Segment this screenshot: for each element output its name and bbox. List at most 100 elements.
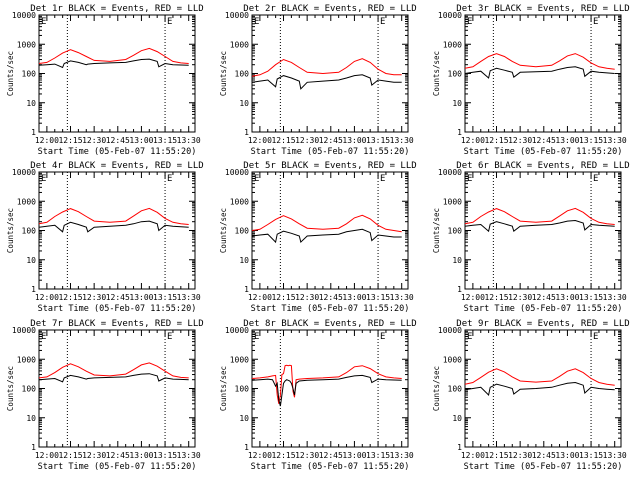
- events-series-line: [251, 374, 402, 407]
- y-tick-label: 10000: [438, 326, 462, 335]
- panel-title: Det 4r BLACK = Events, RED = LLD: [30, 161, 203, 171]
- event-marker-left: E: [467, 17, 472, 27]
- x-tick-label: 12:15: [484, 136, 508, 145]
- events-series-line: [38, 58, 189, 69]
- x-tick-label: 12:15: [271, 136, 295, 145]
- y-tick-label: 10: [452, 414, 462, 423]
- x-tick-label: 13:00: [555, 451, 579, 460]
- events-series-line: [251, 228, 402, 244]
- panel-7: Det 7r BLACK = Events, RED = LLD 1 10 100 10…: [6, 319, 204, 472]
- plot-frame: [464, 14, 622, 133]
- event-marker-right: E: [167, 17, 172, 27]
- x-tick-label: 13:15: [153, 293, 177, 302]
- y-tick-label: 1000: [230, 197, 249, 206]
- event-marker-right: E: [380, 174, 385, 184]
- y-tick-label: 10: [452, 256, 462, 265]
- event-marker-left: E: [41, 332, 46, 342]
- events-series-line: [251, 74, 402, 90]
- event-marker-right: E: [167, 332, 172, 342]
- x-tick-label: 13:00: [555, 293, 579, 302]
- event-marker-left: E: [41, 17, 46, 27]
- y-tick-label: 10000: [438, 168, 462, 177]
- x-tick-label: 12:45: [532, 136, 556, 145]
- y-tick-label: 10: [26, 99, 36, 108]
- y-tick-label: 1000: [230, 355, 249, 364]
- y-tick-label: 1000: [230, 40, 249, 49]
- y-tick-label: 1: [457, 443, 462, 452]
- x-tick-label: 13:00: [555, 136, 579, 145]
- y-tick-label: 1: [31, 128, 36, 137]
- panel-2: Det 2r BLACK = Events, RED = LLD 1 10 100 10…: [219, 4, 417, 157]
- x-tick-label: 12:00: [461, 293, 485, 302]
- plot-frame: [38, 171, 196, 290]
- event-marker-right: E: [380, 17, 385, 27]
- y-tick-label: 10000: [225, 168, 249, 177]
- x-tick-label: 12:00: [248, 136, 272, 145]
- x-axis-label: Start Time (05-Feb-07 11:55:20): [38, 304, 197, 314]
- panel-1: Det 1r BLACK = Events, RED = LLD 1 10 100 10…: [6, 4, 204, 157]
- lld-series-line: [464, 368, 615, 386]
- panel-3: Det 3r BLACK = Events, RED = LLD 1 10 100 10…: [432, 4, 630, 157]
- y-tick-label: 1: [31, 285, 36, 294]
- plot-frame: [251, 329, 409, 448]
- plot-frame: [251, 171, 409, 290]
- x-tick-label: 13:15: [366, 136, 390, 145]
- x-tick-label: 13:15: [153, 451, 177, 460]
- x-tick-label: 13:30: [603, 451, 627, 460]
- y-tick-label: 1000: [443, 197, 462, 206]
- panel-title: Det 1r BLACK = Events, RED = LLD: [30, 4, 203, 14]
- x-tick-label: 12:15: [58, 293, 82, 302]
- x-axis-label: Start Time (05-Feb-07 11:55:20): [251, 462, 410, 472]
- panel-title: Det 5r BLACK = Events, RED = LLD: [243, 161, 416, 171]
- plot-frame: [251, 14, 409, 133]
- event-marker-right: E: [380, 332, 385, 342]
- y-tick-label: 1000: [17, 355, 36, 364]
- y-tick-label: 10000: [225, 326, 249, 335]
- x-tick-label: 12:45: [532, 451, 556, 460]
- y-tick-label: 1: [244, 128, 249, 137]
- panel-title: Det 9r BLACK = Events, RED = LLD: [456, 319, 629, 329]
- event-marker-left: E: [254, 17, 259, 27]
- x-tick-label: 13:00: [129, 136, 153, 145]
- x-tick-label: 12:00: [248, 293, 272, 302]
- x-tick-label: 13:00: [342, 136, 366, 145]
- x-tick-label: 13:15: [366, 451, 390, 460]
- y-tick-label: 1000: [443, 40, 462, 49]
- y-tick-label: 10: [239, 414, 249, 423]
- x-axis-label: Start Time (05-Feb-07 11:55:20): [464, 462, 623, 472]
- x-tick-label: 13:30: [390, 451, 414, 460]
- events-series-line: [464, 219, 615, 233]
- y-tick-label: 1000: [17, 197, 36, 206]
- x-tick-label: 12:30: [508, 451, 532, 460]
- y-tick-label: 1: [244, 443, 249, 452]
- x-tick-label: 12:45: [532, 293, 556, 302]
- x-tick-label: 13:00: [129, 451, 153, 460]
- x-tick-label: 13:30: [603, 293, 627, 302]
- plot-frame: [38, 14, 196, 133]
- y-tick-label: 1000: [17, 40, 36, 49]
- x-tick-label: 13:15: [579, 136, 603, 145]
- y-axis-label: Counts/sec: [219, 366, 228, 411]
- event-marker-left: E: [254, 332, 259, 342]
- plot-frame: [38, 329, 196, 448]
- x-tick-label: 12:30: [82, 293, 106, 302]
- x-axis-label: Start Time (05-Feb-07 11:55:20): [251, 304, 410, 314]
- y-axis-label: Counts/sec: [6, 51, 15, 96]
- x-tick-label: 13:15: [579, 451, 603, 460]
- x-tick-label: 12:30: [295, 136, 319, 145]
- y-tick-label: 100: [235, 385, 250, 394]
- y-tick-label: 1: [457, 128, 462, 137]
- panel-title: Det 6r BLACK = Events, RED = LLD: [456, 161, 629, 171]
- y-tick-label: 10000: [438, 11, 462, 20]
- x-tick-label: 12:00: [35, 136, 59, 145]
- lld-series-line: [464, 53, 615, 70]
- x-tick-label: 13:30: [177, 451, 201, 460]
- y-axis-label: Counts/sec: [432, 208, 441, 253]
- x-tick-label: 13:15: [366, 293, 390, 302]
- panel-6: Det 6r BLACK = Events, RED = LLD 1 10 100 10…: [432, 161, 630, 314]
- event-marker-left: E: [41, 174, 46, 184]
- x-tick-label: 13:15: [153, 136, 177, 145]
- x-tick-label: 12:00: [35, 451, 59, 460]
- x-tick-label: 12:15: [484, 451, 508, 460]
- x-tick-label: 12:45: [319, 293, 343, 302]
